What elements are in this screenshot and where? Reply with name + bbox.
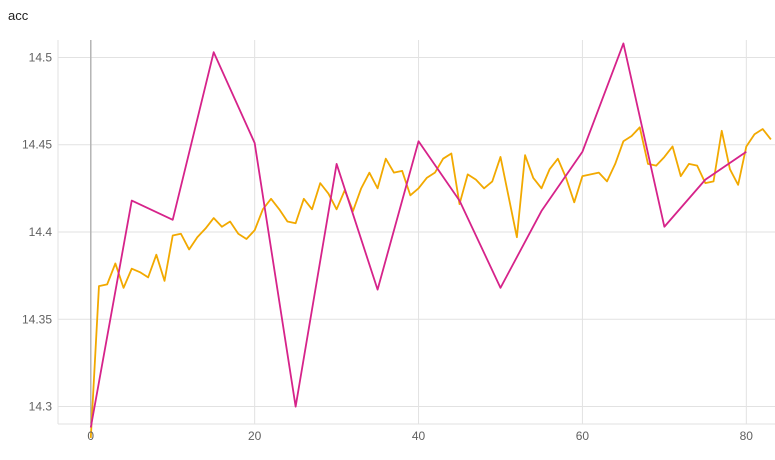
- series-line-1: [89, 126, 772, 439]
- x-tick-label: 0: [87, 429, 94, 443]
- y-tick-label: 14.35: [22, 312, 52, 326]
- grid: [58, 40, 775, 424]
- y-tick-label: 14.3: [29, 400, 53, 414]
- chart-title: acc: [8, 8, 29, 23]
- series: [89, 42, 772, 439]
- tick-labels: 14.3 14.35 14.4 14.45 14.5 0 20 40 60 80: [22, 50, 753, 443]
- y-tick-label: 14.45: [22, 138, 52, 152]
- y-tick-label: 14.5: [29, 50, 53, 64]
- x-tick-label: 80: [740, 429, 754, 443]
- axes: [57, 40, 775, 425]
- series-line-2: [89, 42, 747, 428]
- x-tick-label: 60: [576, 429, 590, 443]
- x-tick-label: 40: [412, 429, 426, 443]
- y-tick-label: 14.4: [29, 225, 53, 239]
- x-tick-label: 20: [248, 429, 262, 443]
